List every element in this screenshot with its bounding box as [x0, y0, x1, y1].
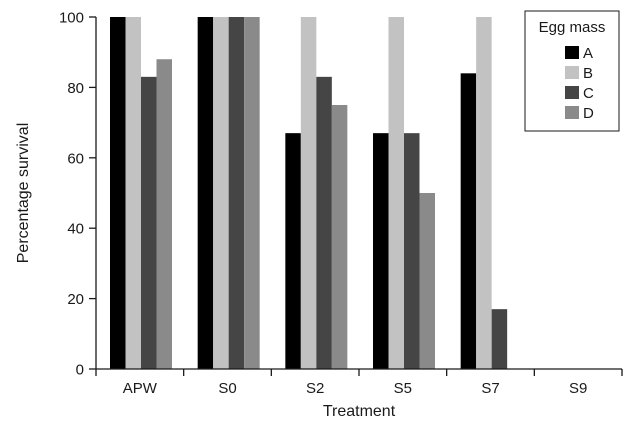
bar-s5-a — [373, 133, 389, 369]
bar-s2-d — [332, 105, 348, 369]
y-tick-label: 0 — [76, 362, 84, 379]
x-axis-ticks: APW S0 S2 S5 S7 S9 — [96, 369, 622, 397]
x-tick-label: S0 — [218, 380, 236, 397]
bar-s0-c — [229, 17, 245, 369]
bar-apw-c — [141, 77, 157, 369]
legend-swatch-b — [565, 66, 579, 79]
bar-apw-b — [126, 17, 142, 369]
bar-s7-a — [461, 73, 477, 369]
bar-s5-b — [389, 17, 405, 369]
y-tick-label: 60 — [67, 150, 84, 167]
bar-s5-d — [420, 193, 436, 369]
bar-s0-a — [198, 17, 214, 369]
legend-label-a: A — [583, 45, 593, 62]
x-tick-label: S5 — [394, 380, 412, 397]
bar-s2-c — [316, 77, 332, 369]
y-tick-label: 80 — [67, 80, 84, 97]
bar-s0-b — [213, 17, 229, 369]
x-tick-label: S7 — [481, 380, 499, 397]
x-tick-label: APW — [123, 380, 158, 397]
bar-s0-d — [244, 17, 260, 369]
x-tick-label: S9 — [569, 380, 587, 397]
legend-label-b: B — [583, 65, 593, 82]
legend-label-c: C — [583, 85, 594, 102]
bar-s2-a — [285, 133, 301, 369]
x-axis-title: Treatment — [323, 403, 396, 420]
legend-label-d: D — [583, 105, 594, 122]
y-tick-label: 20 — [67, 291, 84, 308]
y-axis-ticks: 0 20 40 60 80 100 — [59, 10, 96, 379]
bar-s5-c — [404, 133, 420, 369]
bar-s7-b — [476, 17, 492, 369]
legend-swatch-c — [565, 86, 579, 99]
legend-swatch-a — [565, 46, 579, 59]
bar-s2-b — [301, 17, 317, 369]
y-tick-label: 40 — [67, 221, 84, 238]
legend-title: Egg mass — [539, 19, 606, 36]
y-axis-title: Percentage survival — [15, 123, 32, 264]
bars-layer — [110, 17, 507, 369]
bar-apw-d — [157, 59, 173, 369]
y-tick-label: 100 — [59, 10, 84, 27]
legend-swatch-d — [565, 106, 579, 119]
bar-s7-c — [492, 309, 508, 369]
bar-apw-a — [110, 17, 126, 369]
x-tick-label: S2 — [306, 380, 324, 397]
